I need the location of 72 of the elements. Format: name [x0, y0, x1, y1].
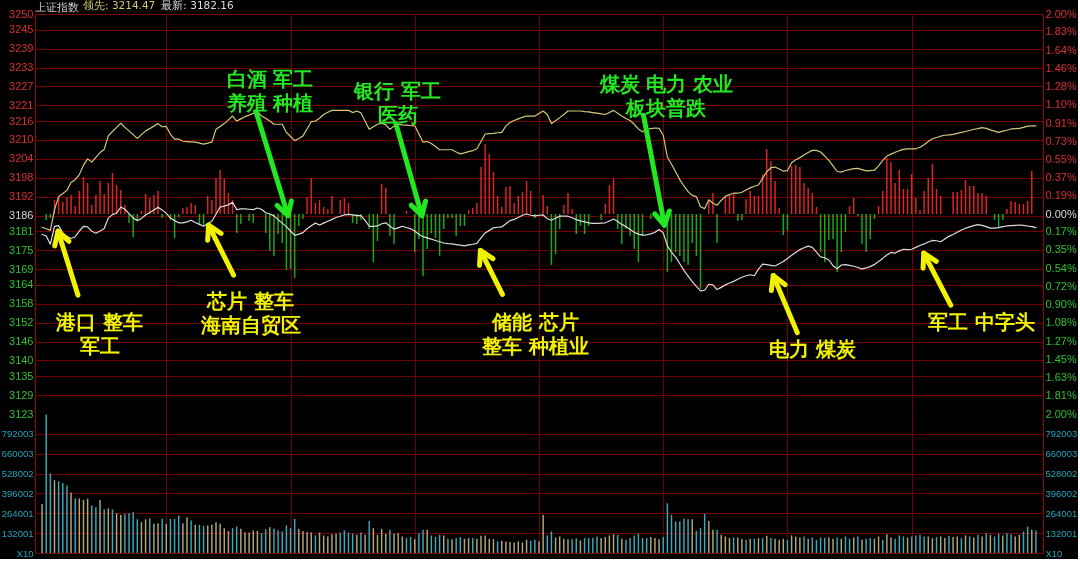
y2-tick-label: 2.00% [1045, 407, 1077, 420]
y-tick-label: 3158 [9, 297, 34, 310]
y2-tick-label: 792003 [1045, 428, 1078, 440]
y2-tick-label: 0.90% [1045, 297, 1077, 310]
y2-tick-label: 0.35% [1045, 242, 1077, 255]
y2-tick-label: 1.08% [1045, 315, 1077, 328]
annotation: 芯片 整车海南自贸区 [199, 289, 301, 338]
y2-tick-label: 264001 [1045, 507, 1078, 519]
y-tick-label: 3140 [9, 353, 34, 366]
y-tick-label: 3146 [9, 335, 34, 348]
y2-tick-label: 1.28% [1045, 79, 1077, 92]
y2-tick-label: 0.54% [1045, 261, 1077, 274]
y-tick-label: 264001 [1, 507, 34, 519]
y-tick-label: 3221 [9, 98, 34, 111]
y-tick-label: 3152 [9, 316, 34, 329]
y-tick-label: 3239 [9, 42, 34, 55]
y-tick-label: 3227 [9, 79, 34, 92]
y2-tick-label: 1.10% [1045, 97, 1077, 110]
y-tick-label: 3204 [9, 152, 34, 165]
y2-tick-label: 396002 [1045, 487, 1078, 499]
y-tick-label: 3181 [9, 224, 34, 237]
y-tick-label: 3129 [9, 388, 34, 401]
y-tick-label: 3210 [9, 133, 34, 146]
y2-tick-label: 0.73% [1045, 134, 1077, 147]
y-tick-label: 3216 [9, 114, 34, 127]
y2-tick-label: 1.81% [1045, 388, 1077, 401]
y-tick-label: 3175 [9, 243, 34, 256]
y2-tick-label: 0.55% [1045, 152, 1077, 165]
text: 领先: 3214.47 [83, 0, 156, 11]
y-tick-label: 3123 [9, 407, 34, 420]
y-tick-label: 3245 [9, 23, 34, 36]
annotation: 白酒 军工养殖 种植 [225, 66, 314, 115]
y2-tick-label: 1.83% [1045, 24, 1077, 37]
text: 最新: 3182.16 [161, 0, 234, 11]
y2-tick-label: 1.64% [1045, 43, 1077, 56]
y2-tick-label: 2.00% [1045, 7, 1077, 20]
y-tick-label: 792003 [1, 428, 34, 440]
y-tick-label: 528002 [1, 468, 34, 480]
annotation: 煤炭 电力 农业板块普跌 [598, 72, 734, 121]
y-tick-label: X10 [16, 547, 34, 559]
y2-tick-label: 0.91% [1045, 116, 1077, 129]
annotation: 港口 整车军工 [55, 310, 144, 359]
y2-tick-label: 1.63% [1045, 370, 1077, 383]
y2-tick-label: X10 [1045, 547, 1063, 559]
annotation: 银行 军工医药 [353, 78, 442, 127]
y-tick-label: 3135 [9, 369, 34, 382]
y-tick-label: 3186 [9, 209, 34, 222]
y2-tick-label: 0.19% [1045, 188, 1077, 201]
y-tick-label: 3164 [9, 278, 34, 291]
y2-tick-label: 0.00% [1045, 207, 1077, 220]
y2-tick-label: 660003 [1045, 448, 1078, 460]
annotation: 军工 中字头 [928, 310, 1036, 335]
y2-tick-label: 528002 [1045, 468, 1078, 480]
line-series [41, 201, 1037, 292]
chart-title: 上证指数 [35, 0, 79, 13]
annotation: 储能 芯片整车 种植业 [480, 310, 589, 359]
y2-tick-label: 1.27% [1045, 334, 1077, 347]
y-tick-label: 3233 [9, 61, 34, 74]
y2-tick-label: 1.46% [1045, 61, 1077, 74]
y-tick-label: 396002 [1, 487, 34, 499]
y-tick-label: 132001 [1, 527, 34, 539]
y-tick-label: 3250 [9, 7, 34, 20]
y2-tick-label: 132001 [1045, 527, 1078, 539]
y2-tick-label: 0.72% [1045, 279, 1077, 292]
y-tick-label: 3192 [9, 190, 34, 203]
y-tick-label: 3169 [9, 262, 34, 275]
y2-tick-label: 0.17% [1045, 224, 1077, 237]
y2-tick-label: 1.45% [1045, 352, 1077, 365]
y2-tick-label: 0.37% [1045, 170, 1077, 183]
y-tick-label: 3198 [9, 171, 34, 184]
annotation: 电力 煤炭 [768, 336, 857, 361]
y-tick-label: 660003 [1, 448, 34, 460]
